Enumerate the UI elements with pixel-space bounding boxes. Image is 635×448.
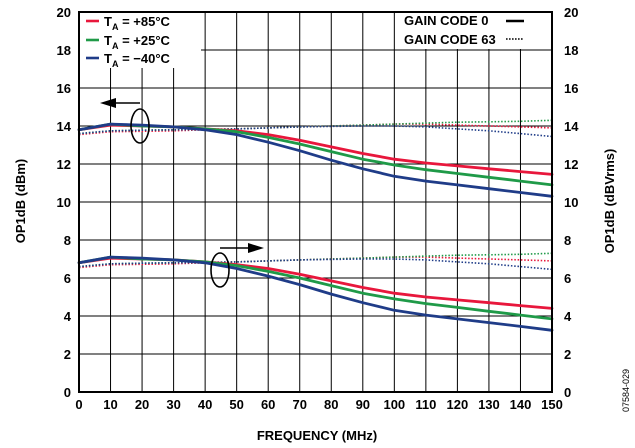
upper-group-marker-ellipse <box>130 108 150 144</box>
y-tick-label-left: 14 <box>57 119 72 134</box>
y-tick-label-right: 10 <box>564 195 578 210</box>
y-tick-label-left: 4 <box>64 309 72 324</box>
axis-annotations <box>100 98 264 288</box>
x-tick-label: 40 <box>198 397 212 412</box>
y-tick-label-right: 8 <box>564 233 571 248</box>
series-line-hot-right-solid <box>77 256 554 310</box>
plot-frame <box>78 11 553 393</box>
x-tick-label: 70 <box>292 397 306 412</box>
y-tick-label-right: 0 <box>564 385 571 400</box>
series-line-hot-left-solid <box>77 123 554 176</box>
y-tick-label-right: 6 <box>564 271 571 286</box>
y-tick-label-left: 12 <box>57 157 71 172</box>
series-line-cold-left-solid <box>77 122 554 198</box>
x-tick-label: 0 <box>75 397 82 412</box>
y-axis-title-right: OP1dB (dBVrms) <box>602 149 617 254</box>
temperature-legend: TA = +85°C TA = +25°C TA = −40°C <box>80 13 201 69</box>
y-tick-label-left: 18 <box>57 43 71 58</box>
upper-group-arrowhead <box>100 98 116 108</box>
x-tick-label: 80 <box>324 397 338 412</box>
temperature-legend-box <box>80 13 201 68</box>
legend-label-solid: GAIN CODE 0 <box>404 13 489 28</box>
y-tick-label-left: 2 <box>64 347 71 362</box>
x-tick-label: 150 <box>541 397 563 412</box>
x-tick-label: 20 <box>135 397 149 412</box>
x-tick-label: 140 <box>510 397 532 412</box>
x-tick-label: 130 <box>478 397 500 412</box>
axes <box>78 11 553 393</box>
y-tick-label-right: 2 <box>564 347 571 362</box>
y-tick-label-left: 16 <box>57 81 71 96</box>
y-tick-label-left: 20 <box>57 5 71 20</box>
legend-label-room: TA = +25°C <box>104 33 171 51</box>
gain-code-legend-box <box>398 13 548 49</box>
series-lines <box>77 119 554 332</box>
gain-code-legend: GAIN CODE 0 GAIN CODE 63 <box>398 13 548 49</box>
x-tick-label: 90 <box>356 397 370 412</box>
y-tick-label-right: 20 <box>564 5 578 20</box>
y-tick-label-left: 10 <box>57 195 71 210</box>
legend-label-dotted: GAIN CODE 63 <box>404 32 496 47</box>
x-axis-title: FREQUENCY (MHz) <box>257 428 377 443</box>
x-tick-label: 120 <box>447 397 469 412</box>
lower-group-marker-ellipse <box>210 252 230 288</box>
x-tick-label: 60 <box>261 397 275 412</box>
x-tick-label: 10 <box>103 397 117 412</box>
x-tick-label: 30 <box>166 397 180 412</box>
series-line-cold-right-solid <box>77 255 554 332</box>
y-tick-label-left: 6 <box>64 271 71 286</box>
y-tick-label-right: 4 <box>564 309 572 324</box>
lower-group-arrowhead <box>248 243 264 253</box>
figure-id: 07584-029 <box>621 369 631 412</box>
x-tick-label: 100 <box>383 397 405 412</box>
grid <box>78 11 553 393</box>
y-tick-label-right: 16 <box>564 81 578 96</box>
y-tick-label-right: 12 <box>564 157 578 172</box>
x-tick-label: 50 <box>229 397 243 412</box>
legend-label-cold: TA = −40°C <box>104 51 171 69</box>
x-tick-label: 110 <box>415 397 436 412</box>
y-tick-label-left: 0 <box>64 385 71 400</box>
y-tick-label-right: 18 <box>564 43 578 58</box>
y-axis-title-left: OP1dB (dBm) <box>13 159 28 244</box>
legend-label-hot: TA = +85°C <box>104 14 171 32</box>
y-tick-label-left: 8 <box>64 233 71 248</box>
y-tick-label-right: 14 <box>564 119 579 134</box>
